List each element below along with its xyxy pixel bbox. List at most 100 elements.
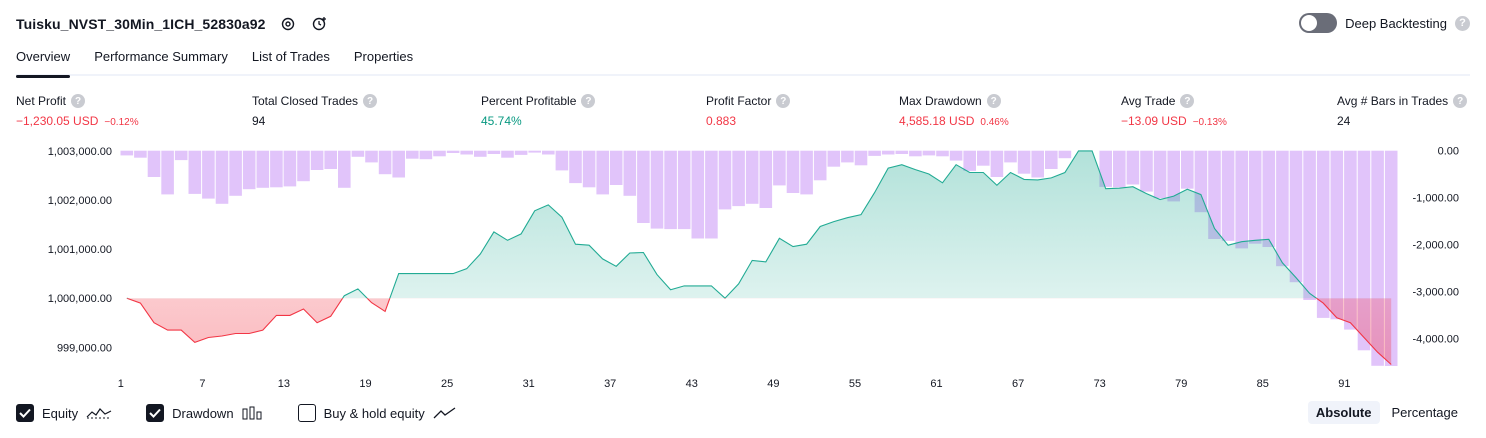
legend-equity[interactable]: Equity [16,404,112,422]
drawdown-bar [1113,150,1126,188]
deep-backtesting-toggle[interactable] [1299,13,1338,33]
drawdown-bar [677,150,691,230]
equity-line-loss [126,298,1392,365]
drawdown-bar [1126,150,1140,185]
absolute-button[interactable]: Absolute [1307,401,1380,424]
metric-avg-bars: Avg # Bars in Trades? 24 [1337,93,1468,128]
metric-label: Avg # Bars in Trades [1337,94,1449,108]
drawdown-bar [759,150,773,208]
drawdown-bar [637,150,650,223]
drawdown-bar [1344,150,1357,330]
drawdown-bar [664,150,677,230]
x-axis-tick-label: 55 [849,378,861,390]
percentage-button[interactable]: Percentage [1391,405,1459,420]
drawdown-bar [406,150,419,159]
tab-performance-summary[interactable]: Performance Summary [94,49,228,64]
help-icon[interactable]: ? [71,94,86,108]
help-icon[interactable]: ? [1180,94,1195,108]
metric-avg-trade: Avg Trade? −13.09 USD −0.13% [1121,93,1227,128]
drawdown-bar [242,150,256,190]
legend-label: Buy & hold equity [323,405,425,421]
buy-hold-checkbox[interactable] [297,404,316,422]
drawdown-bar [501,150,514,158]
drawdown-bar [256,150,270,188]
drawdown-bar [773,150,786,186]
metric-value: −13.09 USD [1121,114,1187,128]
x-axis-tick-label: 91 [1338,378,1350,390]
drawdown-bar [1276,150,1289,267]
drawdown-bar [650,150,664,229]
drawdown-bar [705,150,718,239]
help-icon[interactable]: ? [1453,94,1468,108]
x-axis-tick-label: 79 [1175,378,1187,390]
help-icon[interactable]: ? [776,94,791,108]
drawdown-bar [229,150,242,196]
header: Tuisku_NVST_30Min_1ICH_52830a92 [16,12,330,36]
drawdown-bar [1262,150,1276,247]
x-axis-tick-label: 37 [604,378,616,390]
drawdown-bar [270,150,283,188]
drawdown-bar [297,150,310,182]
display-mode-switch: Absolute Percentage [1307,401,1466,424]
add-alert-icon[interactable] [310,14,330,34]
drawdown-bar [569,150,582,184]
help-icon[interactable]: ? [1455,15,1470,31]
metric-max-drawdown: Max Drawdown? 4,585.18 USD 0.46% [899,93,1009,128]
drawdown-bar [1058,150,1072,159]
drawdown-bar [351,150,365,157]
drawdown-bar [813,150,827,181]
legend-buy-hold[interactable]: Buy & hold equity [297,404,457,422]
toggle-knob [1301,15,1318,31]
drawdown-bar [1140,150,1153,192]
drawdown-bar [718,150,732,210]
metric-label: Percent Profitable [481,94,577,108]
x-axis-tick-label: 7 [199,378,205,390]
drawdown-bar [1099,150,1112,187]
drawdown-bar [365,150,378,163]
equity-loss-area [126,298,1392,365]
drawdown-bar [1289,150,1303,283]
drawdown-bar [215,150,229,204]
settings-gear-icon[interactable] [278,14,298,34]
drawdown-bar [949,150,963,161]
drawdown-bar [555,150,569,171]
drawdown-bar [528,150,541,153]
drawdown-bar [1181,150,1194,189]
equity-line-icon [86,408,112,419]
drawdown-bar [161,150,174,195]
metric-percent: −0.13% [1192,117,1227,128]
x-axis-tick-label: 13 [278,378,290,390]
drawdown-bar [474,150,487,157]
tab-overview[interactable]: Overview [16,48,71,78]
drawdown-checkbox[interactable] [146,404,165,422]
drawdown-bar [446,150,460,153]
legend-label: Equity [42,405,79,421]
tab-properties[interactable]: Properties [353,49,414,64]
deep-backtesting-label: Deep Backtesting [1345,15,1447,31]
left-axis-tick-label: 999,000.00 [57,342,112,354]
tab-list-of-trades[interactable]: List of Trades [251,49,330,64]
drawdown-bar [881,150,895,155]
help-icon[interactable]: ? [986,94,1001,108]
help-icon[interactable]: ? [581,94,596,108]
drawdown-bar [174,150,188,161]
equity-drawdown-chart[interactable]: 1,003,000.00 1,002,000.00 1,001,000.00 1,00… [0,140,1486,392]
drawdown-bar [609,150,623,185]
drawdown-bar [909,150,922,157]
tab-bar: Overview Performance Summary List of Tra… [16,48,1470,78]
drawdown-bar [120,150,134,156]
drawdown-bar [990,150,1004,177]
drawdown-bar [1031,150,1044,178]
drawdown-bar [1208,150,1221,239]
left-axis-tick-label: 1,002,000.00 [48,195,112,207]
left-axis-tick-label: 1,000,000.00 [48,293,112,305]
drawdown-bar [1316,150,1330,318]
right-axis-tick-label: -4,000.00 [1413,334,1459,346]
help-icon[interactable]: ? [363,94,378,108]
drawdown-bar [596,150,609,195]
drawdown-bar [147,150,161,177]
metric-label: Max Drawdown [899,94,982,108]
drawdown-bar [841,150,854,163]
equity-checkbox[interactable] [16,404,34,422]
legend-drawdown[interactable]: Drawdown [146,404,263,422]
